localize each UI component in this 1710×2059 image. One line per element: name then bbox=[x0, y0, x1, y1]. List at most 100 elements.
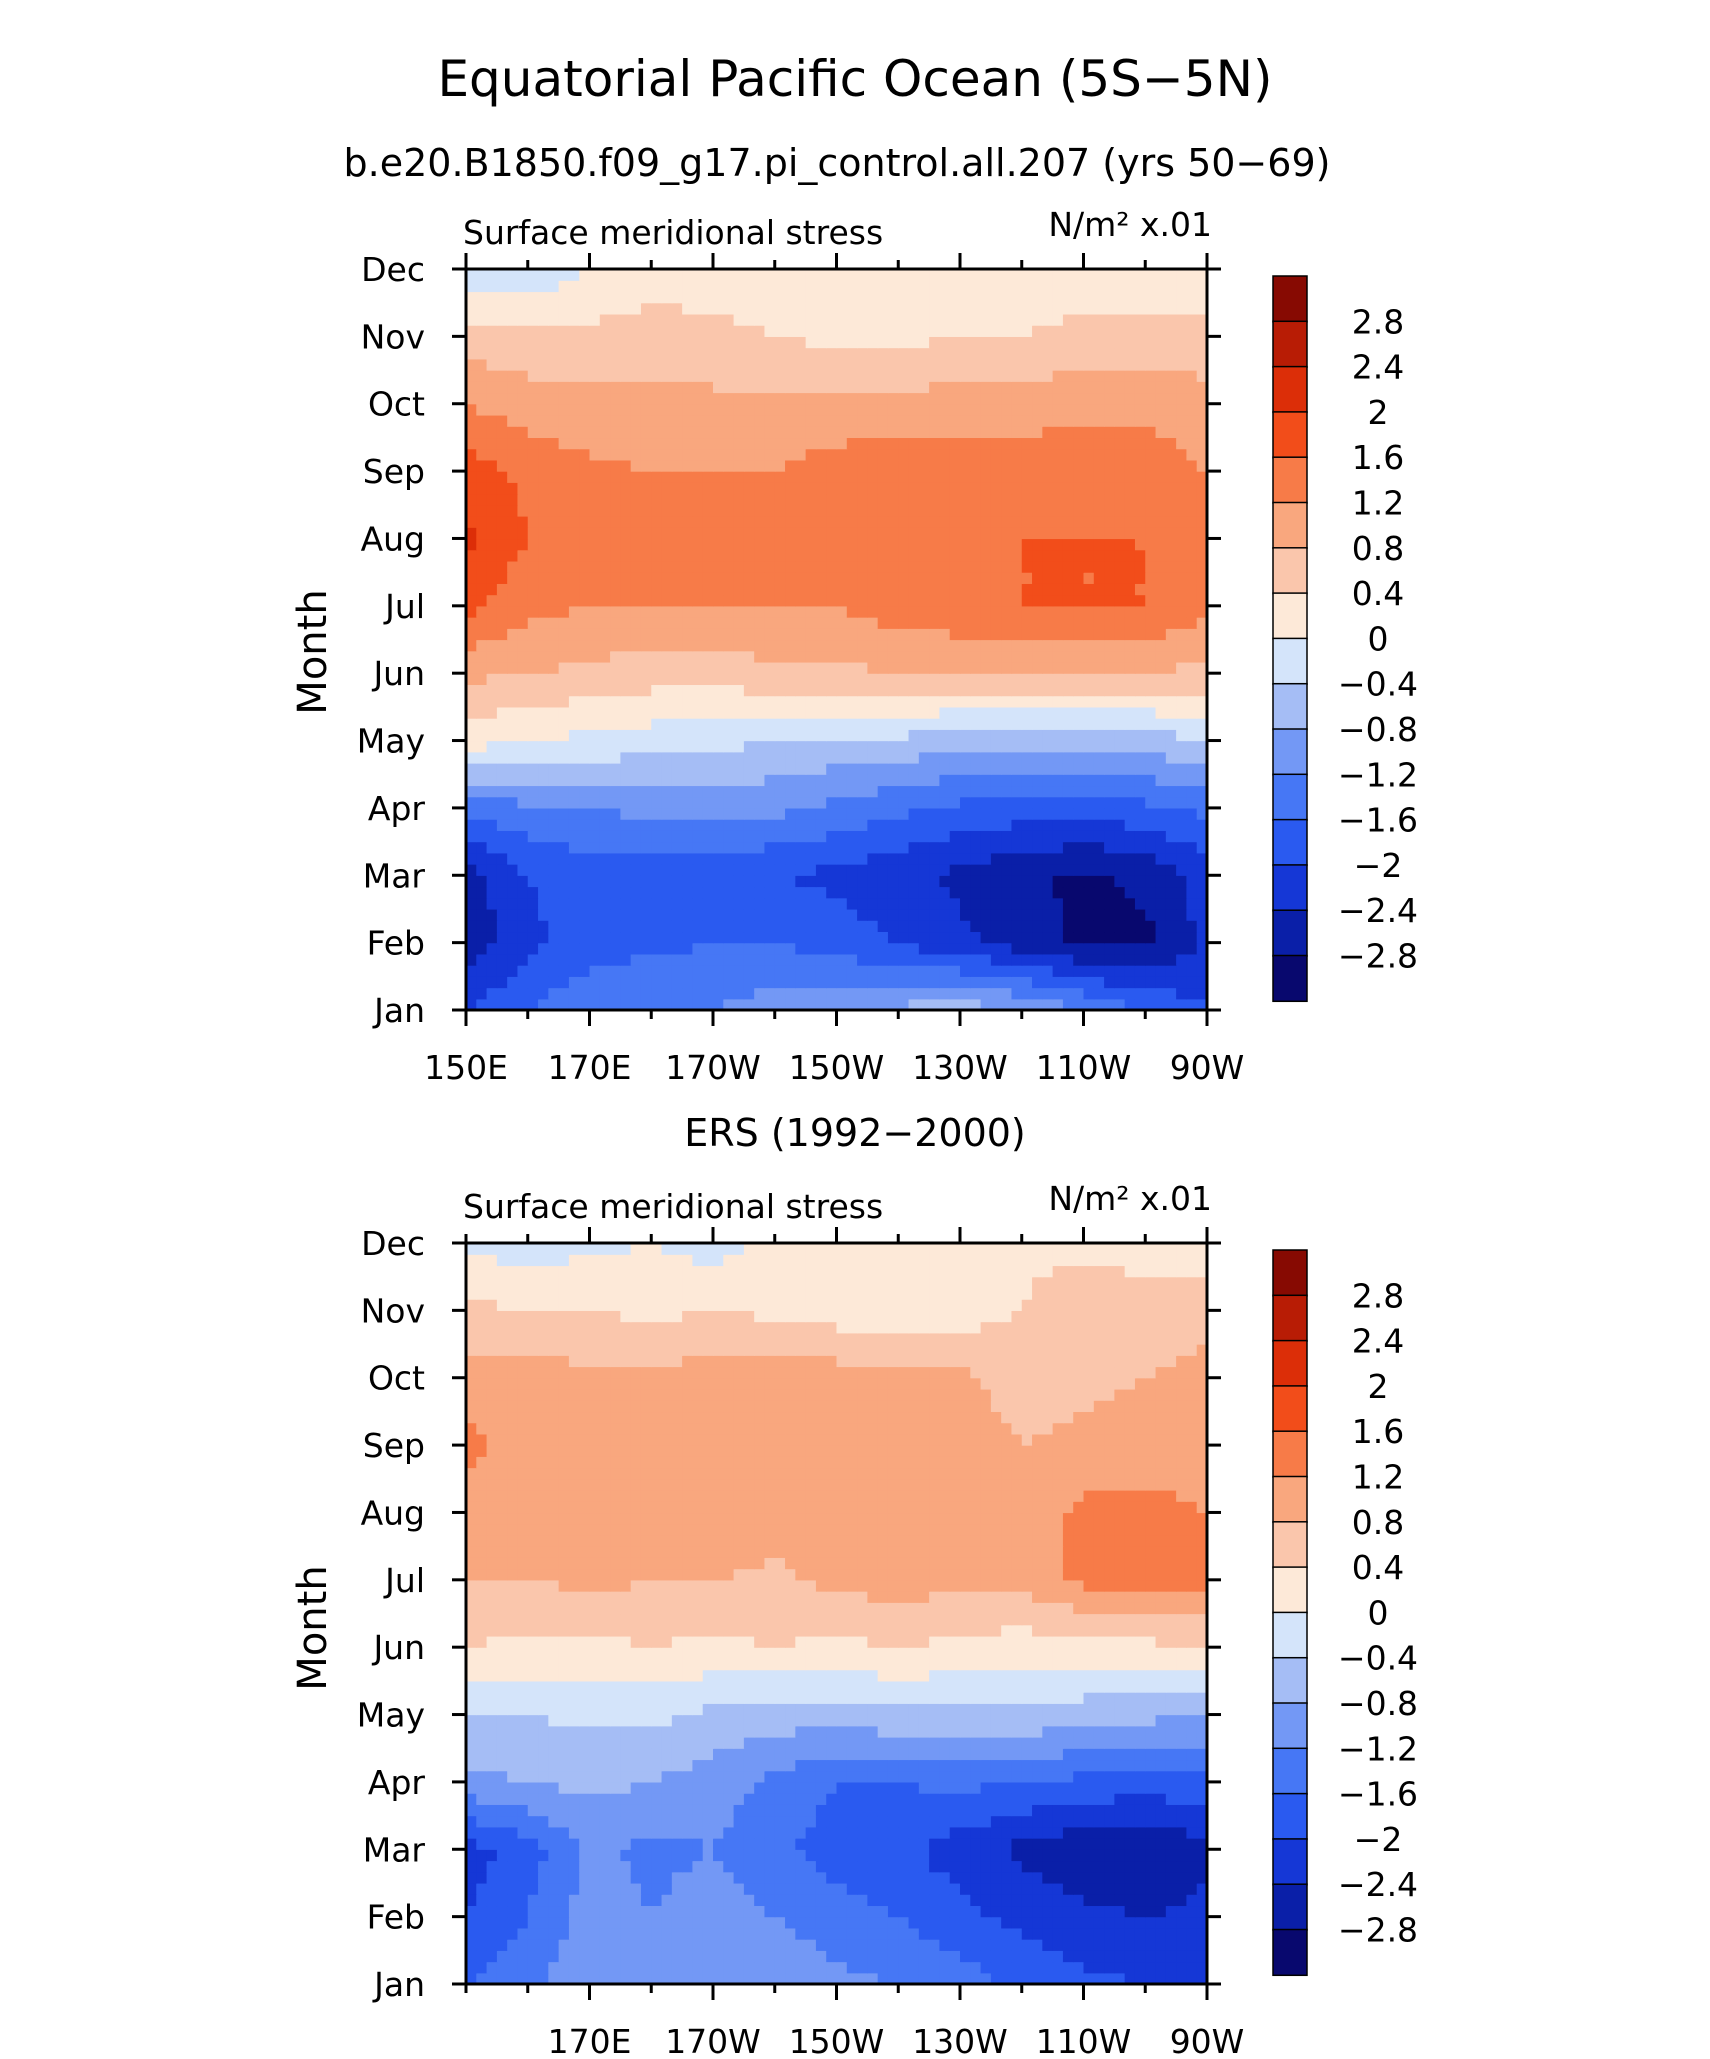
heatmap-cell bbox=[1104, 976, 1115, 989]
heatmap-cell bbox=[527, 291, 539, 304]
heatmap-cell bbox=[877, 673, 889, 686]
heatmap-cell bbox=[887, 403, 899, 416]
heatmap-cell bbox=[620, 661, 632, 674]
heatmap-cell bbox=[517, 774, 529, 787]
heatmap-cell bbox=[857, 516, 868, 528]
heatmap-cell bbox=[486, 280, 498, 293]
heatmap-cell bbox=[476, 347, 488, 360]
heatmap-cell bbox=[795, 965, 807, 977]
heatmap-cell bbox=[1134, 987, 1146, 1000]
heatmap-cell bbox=[949, 280, 961, 293]
heatmap-cell bbox=[1155, 358, 1167, 371]
heatmap-cell bbox=[1011, 763, 1023, 775]
heatmap-cell bbox=[1052, 414, 1064, 427]
heatmap-cell bbox=[538, 819, 549, 831]
heatmap-cell bbox=[620, 560, 632, 573]
heatmap-cell bbox=[754, 875, 766, 888]
heatmap-cell bbox=[733, 807, 745, 820]
heatmap-cell bbox=[568, 403, 580, 416]
heatmap-cell bbox=[671, 965, 683, 977]
heatmap-cell bbox=[1186, 819, 1198, 831]
heatmap-cell bbox=[640, 313, 652, 326]
heatmap-cell bbox=[774, 763, 786, 775]
heatmap-cell bbox=[1124, 493, 1136, 506]
heatmap-cell bbox=[1062, 583, 1074, 596]
heatmap-cell bbox=[908, 886, 920, 899]
heatmap-cell bbox=[620, 965, 632, 977]
heatmap-cell bbox=[692, 572, 704, 584]
heatmap-cell bbox=[517, 718, 529, 730]
heatmap-cell bbox=[970, 1961, 982, 1974]
heatmap-cell bbox=[538, 751, 549, 764]
heatmap-cell bbox=[1001, 706, 1013, 719]
heatmap-cell bbox=[1052, 763, 1064, 775]
heatmap-cell bbox=[1134, 572, 1146, 584]
heatmap-cell bbox=[970, 381, 982, 394]
heatmap-cell bbox=[970, 965, 982, 977]
heatmap-cell bbox=[1093, 897, 1105, 910]
heatmap-cell bbox=[1062, 572, 1074, 584]
heatmap-cell bbox=[1114, 661, 1126, 674]
heatmap-cell bbox=[805, 774, 817, 787]
heatmap-cell bbox=[589, 572, 601, 584]
heatmap-cell bbox=[939, 931, 951, 944]
heatmap-cell bbox=[939, 830, 951, 843]
heatmap-cell bbox=[949, 605, 961, 618]
heatmap-cell bbox=[702, 527, 714, 540]
heatmap-cell bbox=[610, 830, 621, 843]
heatmap-cell bbox=[713, 852, 724, 865]
heatmap-cell bbox=[507, 426, 519, 439]
heatmap-cell bbox=[949, 504, 961, 517]
heatmap-cell bbox=[1165, 538, 1177, 551]
heatmap-cell bbox=[815, 594, 827, 607]
heatmap-cell bbox=[815, 269, 827, 281]
heatmap-cell bbox=[1155, 965, 1167, 977]
heatmap-cell bbox=[898, 807, 910, 820]
heatmap-cell bbox=[620, 695, 632, 708]
heatmap-cell bbox=[692, 673, 704, 686]
heatmap-cell bbox=[918, 976, 930, 989]
heatmap-cell bbox=[774, 897, 786, 910]
heatmap-cell bbox=[990, 819, 1002, 831]
heatmap-cell bbox=[671, 448, 683, 461]
heatmap-cell bbox=[1104, 751, 1115, 764]
heatmap-cell bbox=[929, 965, 941, 977]
heatmap-cell bbox=[496, 920, 508, 933]
heatmap-cell bbox=[466, 729, 477, 742]
heatmap-cell bbox=[682, 313, 694, 326]
heatmap-cell bbox=[1134, 830, 1146, 843]
heatmap-cell bbox=[887, 875, 899, 888]
heatmap-cell bbox=[1196, 763, 1208, 775]
heatmap-cell bbox=[774, 774, 786, 787]
heatmap-cell bbox=[713, 763, 724, 775]
heatmap-cell bbox=[651, 325, 663, 337]
heatmap-cell bbox=[1001, 908, 1013, 921]
heatmap-cell bbox=[1114, 942, 1126, 955]
heatmap-cell bbox=[538, 852, 549, 865]
heatmap-cell bbox=[599, 549, 611, 562]
heatmap-cell bbox=[774, 976, 786, 989]
heatmap-cell bbox=[610, 942, 621, 955]
heatmap-cell bbox=[538, 639, 549, 652]
heatmap-cell bbox=[1062, 661, 1074, 674]
heatmap-cell bbox=[743, 830, 755, 843]
heatmap-cell bbox=[486, 785, 498, 798]
heatmap-cell bbox=[630, 751, 642, 764]
heatmap-cell bbox=[1114, 448, 1126, 461]
heatmap-cell bbox=[795, 583, 807, 596]
heatmap-cell bbox=[764, 706, 776, 719]
heatmap-cell bbox=[1114, 403, 1126, 416]
heatmap-cell bbox=[1032, 897, 1043, 910]
heatmap-cell bbox=[743, 504, 755, 517]
heatmap-cell bbox=[857, 718, 868, 730]
heatmap-cell bbox=[610, 965, 621, 977]
heatmap-cell bbox=[579, 706, 591, 719]
heatmap-cell bbox=[795, 785, 807, 798]
heatmap-cell bbox=[640, 718, 652, 730]
heatmap-cell bbox=[651, 572, 663, 584]
heatmap-cell bbox=[867, 381, 879, 394]
heatmap-cell bbox=[548, 549, 560, 562]
heatmap-cell bbox=[785, 875, 796, 888]
heatmap-cell bbox=[867, 942, 879, 955]
heatmap-cell bbox=[1083, 370, 1095, 382]
